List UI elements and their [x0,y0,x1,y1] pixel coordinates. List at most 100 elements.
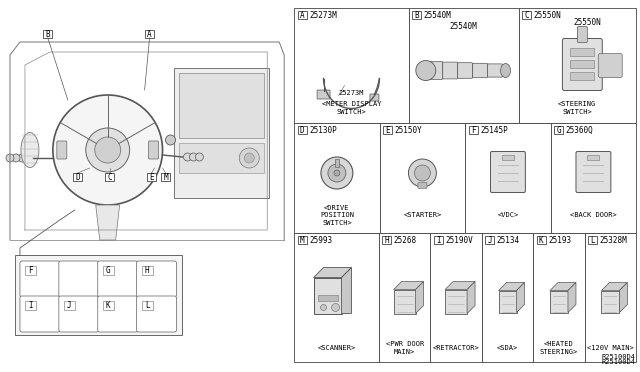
Circle shape [239,148,259,168]
Bar [15,255,182,335]
Ellipse shape [500,64,511,77]
Polygon shape [342,267,351,314]
Text: <STEERING
SWITCH>: <STEERING SWITCH> [558,101,596,115]
Text: 25540M: 25540M [450,22,477,31]
Circle shape [86,128,130,172]
FancyBboxPatch shape [317,90,330,99]
Text: <SCANNER>: <SCANNER> [317,345,356,351]
Text: M: M [163,173,168,182]
Text: E: E [385,125,390,135]
Circle shape [95,137,121,163]
Text: 25130P: 25130P [309,125,337,135]
Bar [409,8,518,123]
Text: <HEATED
STEERING>: <HEATED STEERING> [540,341,578,355]
FancyBboxPatch shape [148,141,159,159]
Text: 25150Y: 25150Y [395,125,422,135]
Text: L: L [145,301,149,310]
Text: A: A [300,10,305,19]
Text: H: H [145,266,149,275]
Text: <STARTER>: <STARTER> [403,212,442,218]
FancyBboxPatch shape [98,296,138,332]
Bar [105,173,114,181]
Text: F: F [28,266,33,275]
Circle shape [24,154,32,162]
Text: 25550N: 25550N [573,17,601,26]
Text: <BACK DOOR>: <BACK DOOR> [570,212,617,218]
Circle shape [321,305,326,311]
Bar [412,11,421,19]
Bar [147,173,156,181]
Circle shape [321,157,353,189]
Bar [588,236,597,244]
Text: 25360Q: 25360Q [566,125,593,135]
Bar [161,173,170,181]
Text: 25993: 25993 [309,235,332,244]
Circle shape [416,61,436,80]
Polygon shape [568,282,576,312]
Bar [102,266,114,275]
FancyBboxPatch shape [59,296,99,332]
Bar [380,123,465,233]
FancyBboxPatch shape [418,183,427,189]
Text: <METER DISPLAY
SWITCH>: <METER DISPLAY SWITCH> [322,101,381,115]
Text: R25100D4: R25100D4 [601,354,635,360]
Text: C: C [108,173,112,182]
Bar [298,126,307,134]
FancyBboxPatch shape [20,296,60,332]
Text: E: E [149,173,154,182]
FancyBboxPatch shape [20,261,60,297]
FancyBboxPatch shape [473,63,488,78]
FancyBboxPatch shape [577,26,588,42]
Circle shape [334,170,340,176]
Circle shape [189,153,197,161]
FancyBboxPatch shape [136,296,177,332]
Polygon shape [620,282,627,312]
Text: 25134: 25134 [497,235,520,244]
FancyBboxPatch shape [490,151,525,192]
FancyBboxPatch shape [59,261,99,297]
Polygon shape [516,282,525,312]
FancyBboxPatch shape [488,64,502,77]
Circle shape [6,154,14,162]
Text: A: A [147,29,152,38]
Text: B: B [415,10,419,19]
Text: K: K [106,301,111,310]
Text: 25273M: 25273M [339,90,364,96]
FancyBboxPatch shape [136,261,177,297]
Circle shape [415,165,430,181]
Bar [445,289,467,314]
Text: 25328M: 25328M [600,235,627,244]
Bar [25,266,36,275]
Bar [550,291,568,312]
FancyBboxPatch shape [563,38,602,90]
FancyBboxPatch shape [598,54,622,77]
Polygon shape [602,282,627,291]
Bar [394,289,415,314]
Bar [294,8,409,123]
Text: F: F [471,125,476,135]
Text: K: K [539,235,543,244]
Text: C: C [524,10,529,19]
Bar [294,123,380,233]
Circle shape [166,135,175,145]
Bar [179,73,264,138]
Bar [537,236,546,244]
Bar [294,233,379,362]
Text: 25540M: 25540M [424,10,452,19]
FancyBboxPatch shape [443,62,458,79]
Bar [570,60,595,67]
Polygon shape [550,282,576,291]
Bar [179,143,264,173]
Text: <SDA>: <SDA> [497,345,518,351]
Polygon shape [415,282,424,314]
FancyBboxPatch shape [57,141,67,159]
Bar [383,236,392,244]
Bar [430,233,482,362]
Polygon shape [96,205,120,240]
Bar [74,173,83,181]
Polygon shape [314,267,351,278]
Bar [485,236,494,244]
Ellipse shape [21,132,39,167]
Circle shape [244,153,254,163]
Text: G: G [556,125,561,135]
